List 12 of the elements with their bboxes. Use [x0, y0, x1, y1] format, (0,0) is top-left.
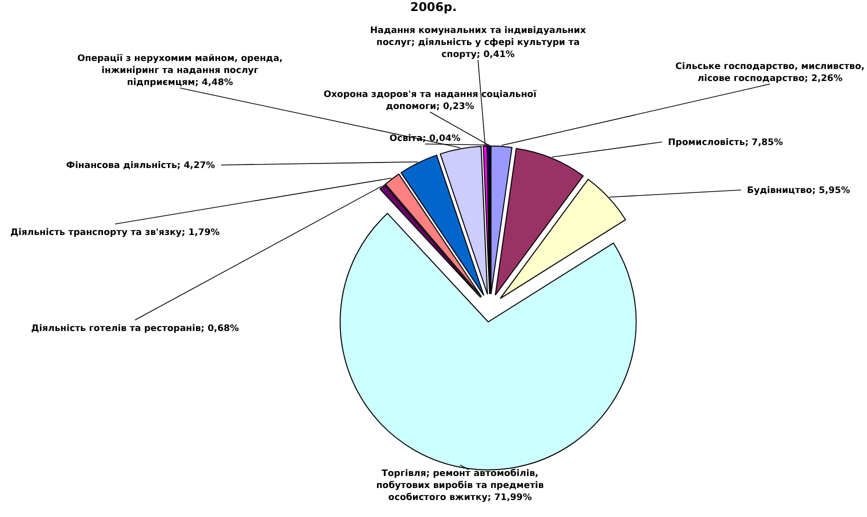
slice-label: Освіта; 0,04%: [389, 134, 461, 144]
slice-label: Сільське господарство, мисливство, лісове господарство; 2,26%: [675, 62, 865, 84]
slice-label: Надання комунальних та індивідуальних послуг; діяльність у сфері культури та спорту; 0,41%: [370, 26, 586, 60]
slice-label: Діяльність готелів та ресторанів; 0,68%: [31, 324, 239, 334]
chart-title: 2006р.: [410, 0, 457, 14]
slice-label: Будівництво; 5,95%: [747, 186, 850, 196]
slice-label: Операції з нерухомим майном, оренда, інжиніринг та надання послуг підприємцям; 4,48%: [77, 54, 283, 88]
slice-label: Промисловість; 7,85%: [668, 138, 783, 148]
slice-label: Діяльність транспорту та зв'язку; 1,79%: [10, 228, 220, 238]
slice-label: Торгівля; ремонт автомобілів, побутових виробів та предметів особистого вжитку; 71,99%: [376, 468, 544, 503]
slice-label: Охорона здоров'я та надання соціальної допомоги; 0,23%: [324, 90, 536, 112]
slice-label: Фінансова діяльність; 4,27%: [66, 161, 215, 171]
